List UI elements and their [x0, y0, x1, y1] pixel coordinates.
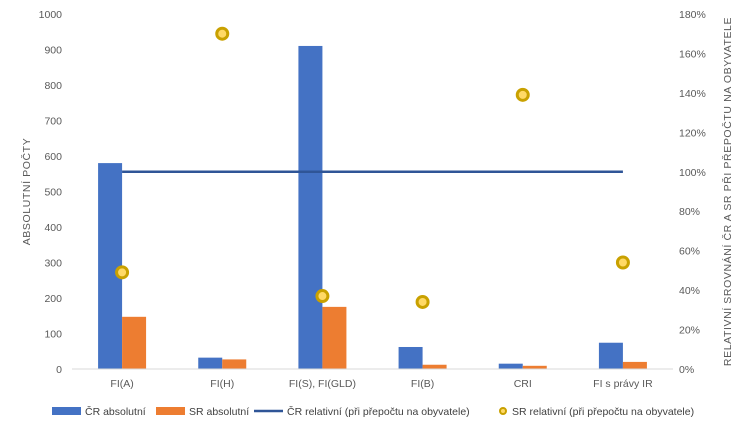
- legend: ČR absolutní SR absolutní ČR relativní (př…: [52, 405, 694, 418]
- y2-axis-title: RELATIVNÍ SROVNÁNÍ ČR A SR PŘI PŘEPOČTU …: [721, 17, 734, 366]
- left-axis-ticks: 0 100 200 300 400 500 600 700 800 900 1000: [39, 9, 63, 376]
- bar-1-4: [522, 365, 547, 369]
- y2-tick-0: 0%: [679, 364, 694, 376]
- bar-1-2: [322, 306, 347, 369]
- bar-0-0: [98, 163, 123, 369]
- y-tick-1: 100: [44, 329, 62, 341]
- legend-swatch-1: [156, 407, 185, 415]
- y-axis-title: ABSOLUTNÍ POČTY: [20, 138, 33, 246]
- marker-2: [315, 289, 330, 304]
- x-tick-3: FI(B): [411, 378, 434, 390]
- legend-label-2: ČR relativní (při přepočtu na obyvatele): [287, 405, 470, 418]
- y-tick-0: 0: [56, 364, 62, 376]
- y2-tick-9: 180%: [679, 9, 706, 21]
- x-axis-ticks: FI(A) FI(H) FI(S), FI(GLD) FI(B) CRI FI s prá…: [110, 378, 653, 390]
- legend-label-3: SR relativní (při přepočtu na obyvatele): [512, 406, 694, 418]
- y2-tick-1: 20%: [679, 325, 700, 337]
- legend-swatch-0: [52, 407, 81, 415]
- x-tick-5: FI s právy IR: [593, 378, 653, 390]
- marker-3: [415, 294, 430, 309]
- bar-1-3: [422, 364, 447, 369]
- y2-tick-8: 160%: [679, 48, 706, 60]
- y2-tick-5: 100%: [679, 167, 706, 179]
- y-tick-9: 900: [44, 45, 62, 57]
- bar-0-1: [198, 357, 223, 369]
- x-tick-1: FI(H): [210, 378, 234, 390]
- y-tick-10: 1000: [39, 9, 63, 21]
- y-tick-2: 200: [44, 293, 62, 305]
- y-tick-4: 400: [44, 222, 62, 234]
- x-tick-4: CRI: [514, 378, 532, 390]
- bar-1-0: [122, 316, 147, 369]
- y-tick-8: 800: [44, 80, 62, 92]
- y2-tick-7: 140%: [679, 88, 706, 100]
- bar-0-3: [398, 346, 423, 369]
- y2-tick-6: 120%: [679, 127, 706, 139]
- markers-layer: [115, 26, 630, 309]
- y-tick-5: 500: [44, 187, 62, 199]
- bar-0-5: [598, 342, 623, 369]
- x-tick-0: FI(A): [110, 378, 133, 390]
- y-tick-3: 300: [44, 258, 62, 270]
- marker-1: [215, 26, 230, 41]
- y-tick-7: 700: [44, 116, 62, 128]
- right-axis-ticks: 0% 20% 40% 60% 80% 100% 120% 140% 160% 180%: [679, 9, 706, 376]
- bar-0-4: [498, 363, 523, 369]
- bar-1-5: [622, 361, 647, 369]
- legend-label-1: SR absolutní: [189, 406, 249, 418]
- legend-swatch-3: [499, 407, 507, 415]
- legend-label-0: ČR absolutní: [85, 405, 146, 418]
- y-tick-6: 600: [44, 151, 62, 163]
- y2-tick-2: 40%: [679, 285, 700, 297]
- x-tick-2: FI(S), FI(GLD): [289, 378, 356, 390]
- bars-layer: [98, 45, 647, 369]
- bar-1-1: [222, 359, 247, 369]
- bar-0-2: [298, 45, 323, 369]
- y2-tick-3: 60%: [679, 246, 700, 258]
- marker-0: [115, 265, 130, 280]
- marker-5: [615, 255, 630, 270]
- y2-tick-4: 80%: [679, 206, 700, 218]
- marker-4: [515, 87, 530, 102]
